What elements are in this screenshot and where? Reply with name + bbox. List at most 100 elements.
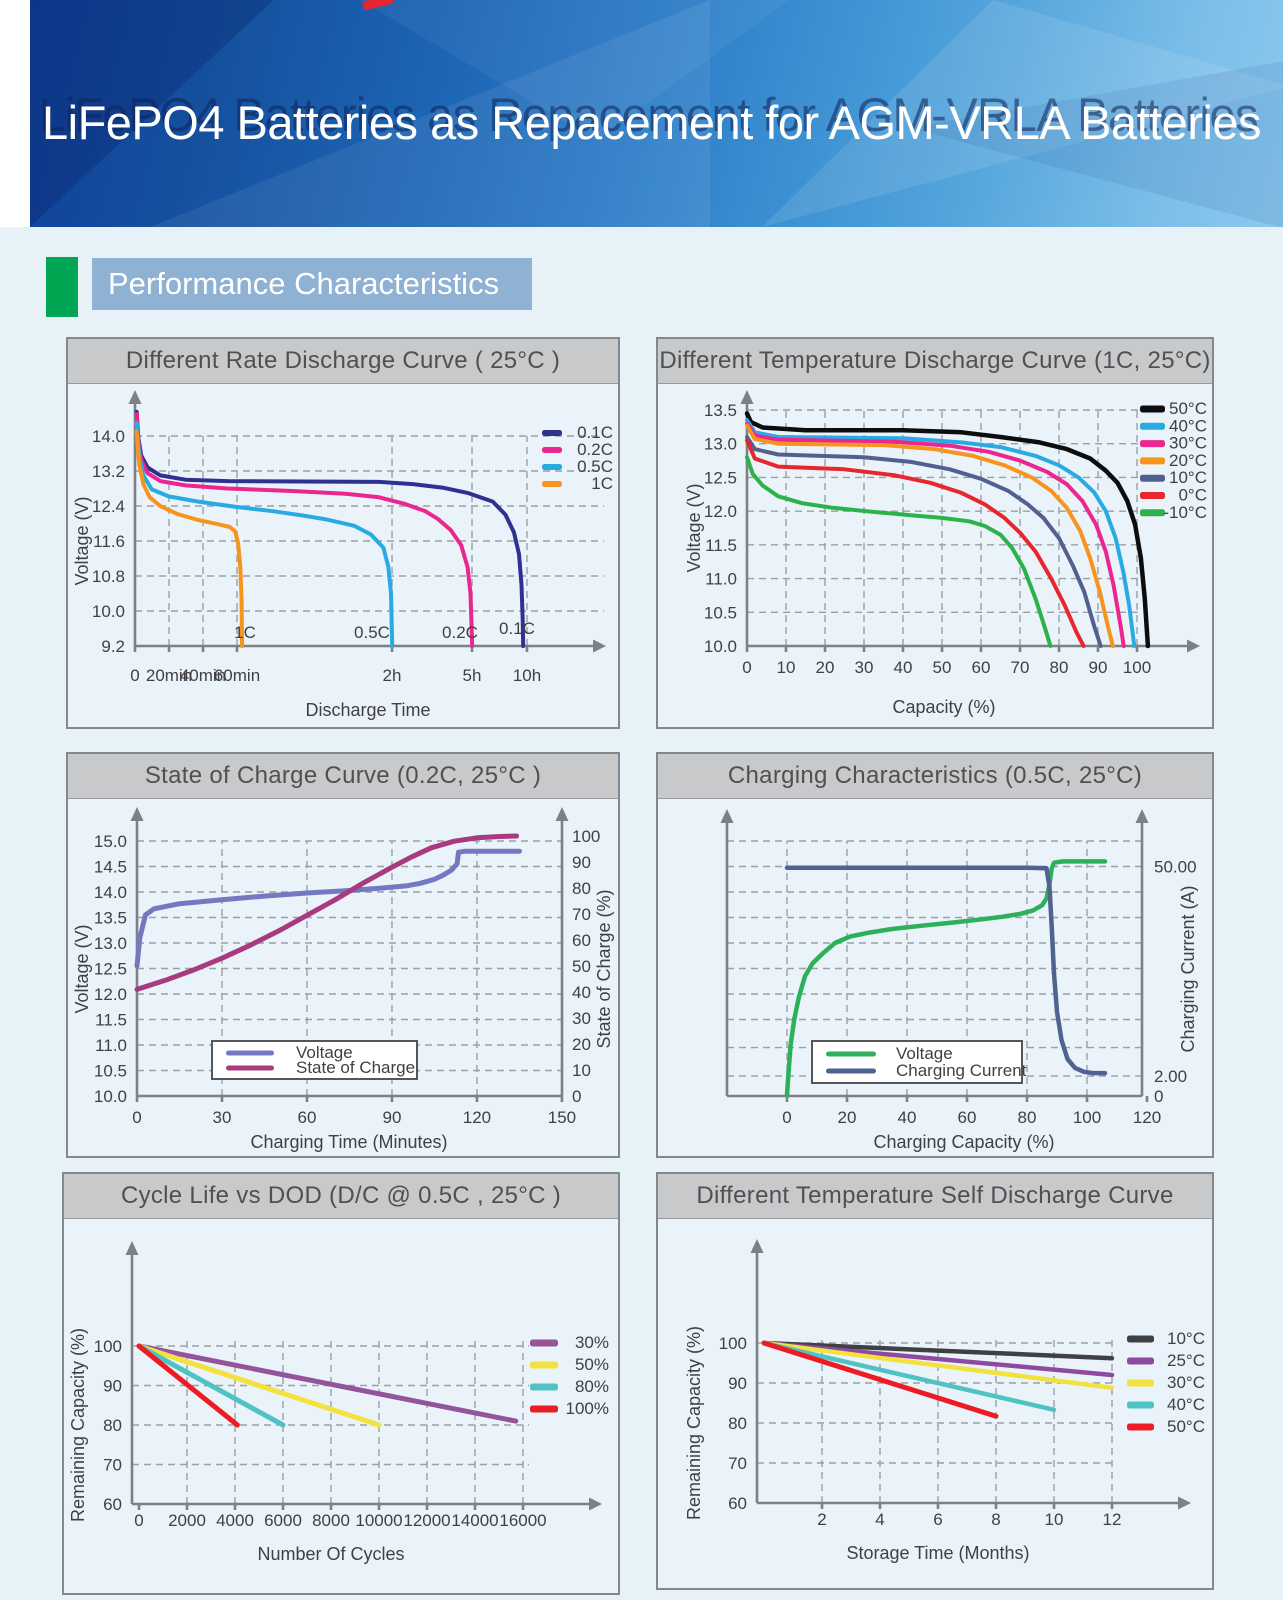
svg-text:4000: 4000 [216, 1511, 254, 1530]
svg-text:120: 120 [463, 1108, 491, 1127]
svg-text:14000: 14000 [451, 1511, 498, 1530]
svg-text:10.0: 10.0 [94, 1087, 127, 1106]
svg-text:11.0: 11.0 [95, 1036, 127, 1055]
svg-text:14.0: 14.0 [94, 883, 127, 902]
svg-text:90: 90 [103, 1377, 122, 1396]
svg-text:14.0: 14.0 [92, 427, 125, 446]
svg-text:11.5: 11.5 [95, 1011, 127, 1030]
svg-text:10000: 10000 [355, 1511, 402, 1530]
svg-text:Charging Current (A): Charging Current (A) [1178, 885, 1198, 1052]
svg-text:20min: 20min [146, 666, 192, 685]
svg-text:15.0: 15.0 [94, 832, 127, 851]
svg-text:Charging Time (Minutes): Charging Time (Minutes) [250, 1132, 447, 1152]
svg-text:Voltage: Voltage [296, 1043, 353, 1062]
svg-text:0.2C: 0.2C [577, 440, 613, 459]
svg-text:2.00: 2.00 [1154, 1067, 1187, 1086]
svg-text:90: 90 [383, 1108, 402, 1127]
svg-text:13.5: 13.5 [94, 909, 127, 928]
svg-text:0.2C: 0.2C [442, 623, 478, 642]
svg-text:12000: 12000 [403, 1511, 450, 1530]
svg-text:80: 80 [572, 879, 591, 898]
svg-text:0: 0 [130, 666, 139, 685]
chart-title: Cycle Life vs DOD (D/C @ 0.5C , 25°C ) [64, 1174, 618, 1219]
svg-text:70: 70 [1011, 658, 1030, 677]
svg-text:100: 100 [719, 1334, 747, 1353]
svg-text:20: 20 [572, 1035, 591, 1054]
svg-text:40min: 40min [180, 666, 226, 685]
svg-text:10: 10 [572, 1061, 591, 1080]
svg-text:30: 30 [855, 658, 874, 677]
svg-text:150: 150 [548, 1108, 576, 1127]
svg-text:50: 50 [572, 957, 591, 976]
svg-text:0.1C: 0.1C [499, 619, 535, 638]
svg-text:11.0: 11.0 [705, 570, 737, 589]
svg-text:14.5: 14.5 [94, 858, 127, 877]
svg-text:90: 90 [1089, 658, 1108, 677]
svg-text:80: 80 [728, 1414, 747, 1433]
svg-text:0.5C: 0.5C [354, 623, 390, 642]
svg-text:40: 40 [894, 658, 913, 677]
svg-text:100%: 100% [566, 1399, 609, 1418]
svg-text:100: 100 [1073, 1108, 1101, 1127]
section-accent-block [46, 257, 78, 317]
svg-text:8: 8 [991, 1510, 1000, 1529]
panel-state-of-charge-curve: State of Charge Curve (0.2C, 25°C ) 0 30 6… [66, 752, 620, 1158]
chart-title: Different Temperature Self Discharge Cur… [658, 1174, 1212, 1219]
svg-text:20°C: 20°C [1169, 451, 1207, 470]
svg-text:60: 60 [572, 931, 591, 950]
svg-text:11.6: 11.6 [93, 532, 125, 551]
svg-text:Voltage (V): Voltage (V) [72, 924, 92, 1013]
svg-text:6: 6 [933, 1510, 942, 1529]
panel-cycle-life-vs-dod: Cycle Life vs DOD (D/C @ 0.5C , 25°C ) 0… [62, 1172, 620, 1595]
panel-rate-discharge-curve: Different Rate Discharge Curve ( 25°C ) … [66, 337, 620, 729]
svg-text:25°C: 25°C [1167, 1351, 1205, 1370]
svg-text:12: 12 [1103, 1510, 1122, 1529]
svg-text:10h: 10h [513, 666, 541, 685]
svg-text:0.1C: 0.1C [577, 423, 613, 442]
svg-text:Number Of Cycles: Number Of Cycles [257, 1544, 404, 1564]
svg-text:20: 20 [838, 1108, 857, 1127]
chart-canvas-charging-characteristics: 0 20 40 60 80 100 12050.002.000VoltageCharging… [720, 809, 1198, 1152]
svg-text:40: 40 [898, 1108, 917, 1127]
svg-text:12.0: 12.0 [704, 502, 737, 521]
svg-text:16000: 16000 [499, 1511, 546, 1530]
svg-text:100: 100 [94, 1337, 122, 1356]
svg-text:0: 0 [134, 1511, 143, 1530]
svg-text:1C: 1C [591, 474, 613, 493]
svg-text:60: 60 [103, 1495, 122, 1514]
svg-text:70: 70 [728, 1454, 747, 1473]
svg-text:Voltage (V): Voltage (V) [684, 483, 704, 572]
svg-text:Charging Capacity (%): Charging Capacity (%) [873, 1132, 1054, 1152]
svg-text:13.5: 13.5 [704, 401, 737, 420]
svg-text:10.8: 10.8 [92, 567, 125, 586]
chart-canvas-self-discharge: 2 4 6 8 10 12 100 90 80 70 60 10°C 25°C 30°C 40°C 50°C S… [684, 1239, 1205, 1563]
svg-text:1C: 1C [234, 623, 256, 642]
svg-text:10°C: 10°C [1167, 1329, 1205, 1348]
svg-text:9.2: 9.2 [101, 637, 125, 656]
section-title: Performance Characteristics [108, 266, 500, 301]
svg-text:10.0: 10.0 [704, 637, 737, 656]
svg-text:20: 20 [816, 658, 835, 677]
svg-text:10°C: 10°C [1169, 468, 1207, 487]
svg-text:Capacity (%): Capacity (%) [892, 697, 995, 717]
section-title-bar: Performance Characteristics [92, 258, 532, 310]
svg-text:12.0: 12.0 [94, 985, 127, 1004]
svg-text:60min: 60min [214, 666, 260, 685]
svg-text:60: 60 [958, 1108, 977, 1127]
svg-text:State of Charge (%): State of Charge (%) [594, 889, 614, 1048]
svg-text:40°C: 40°C [1169, 416, 1207, 435]
chart-title: Different Temperature Discharge Curve (1… [658, 339, 1212, 384]
svg-text:13.2: 13.2 [92, 462, 125, 481]
svg-text:10: 10 [777, 658, 796, 677]
svg-text:80: 80 [1050, 658, 1069, 677]
svg-text:60: 60 [298, 1108, 317, 1127]
svg-text:120: 120 [1133, 1108, 1161, 1127]
svg-text:10: 10 [1045, 1510, 1064, 1529]
chart-title: Different Rate Discharge Curve ( 25°C ) [68, 339, 618, 384]
svg-text:100: 100 [1123, 658, 1151, 677]
svg-text:0.5C: 0.5C [577, 457, 613, 476]
svg-text:-10°C: -10°C [1163, 503, 1207, 522]
svg-text:0: 0 [742, 658, 751, 677]
